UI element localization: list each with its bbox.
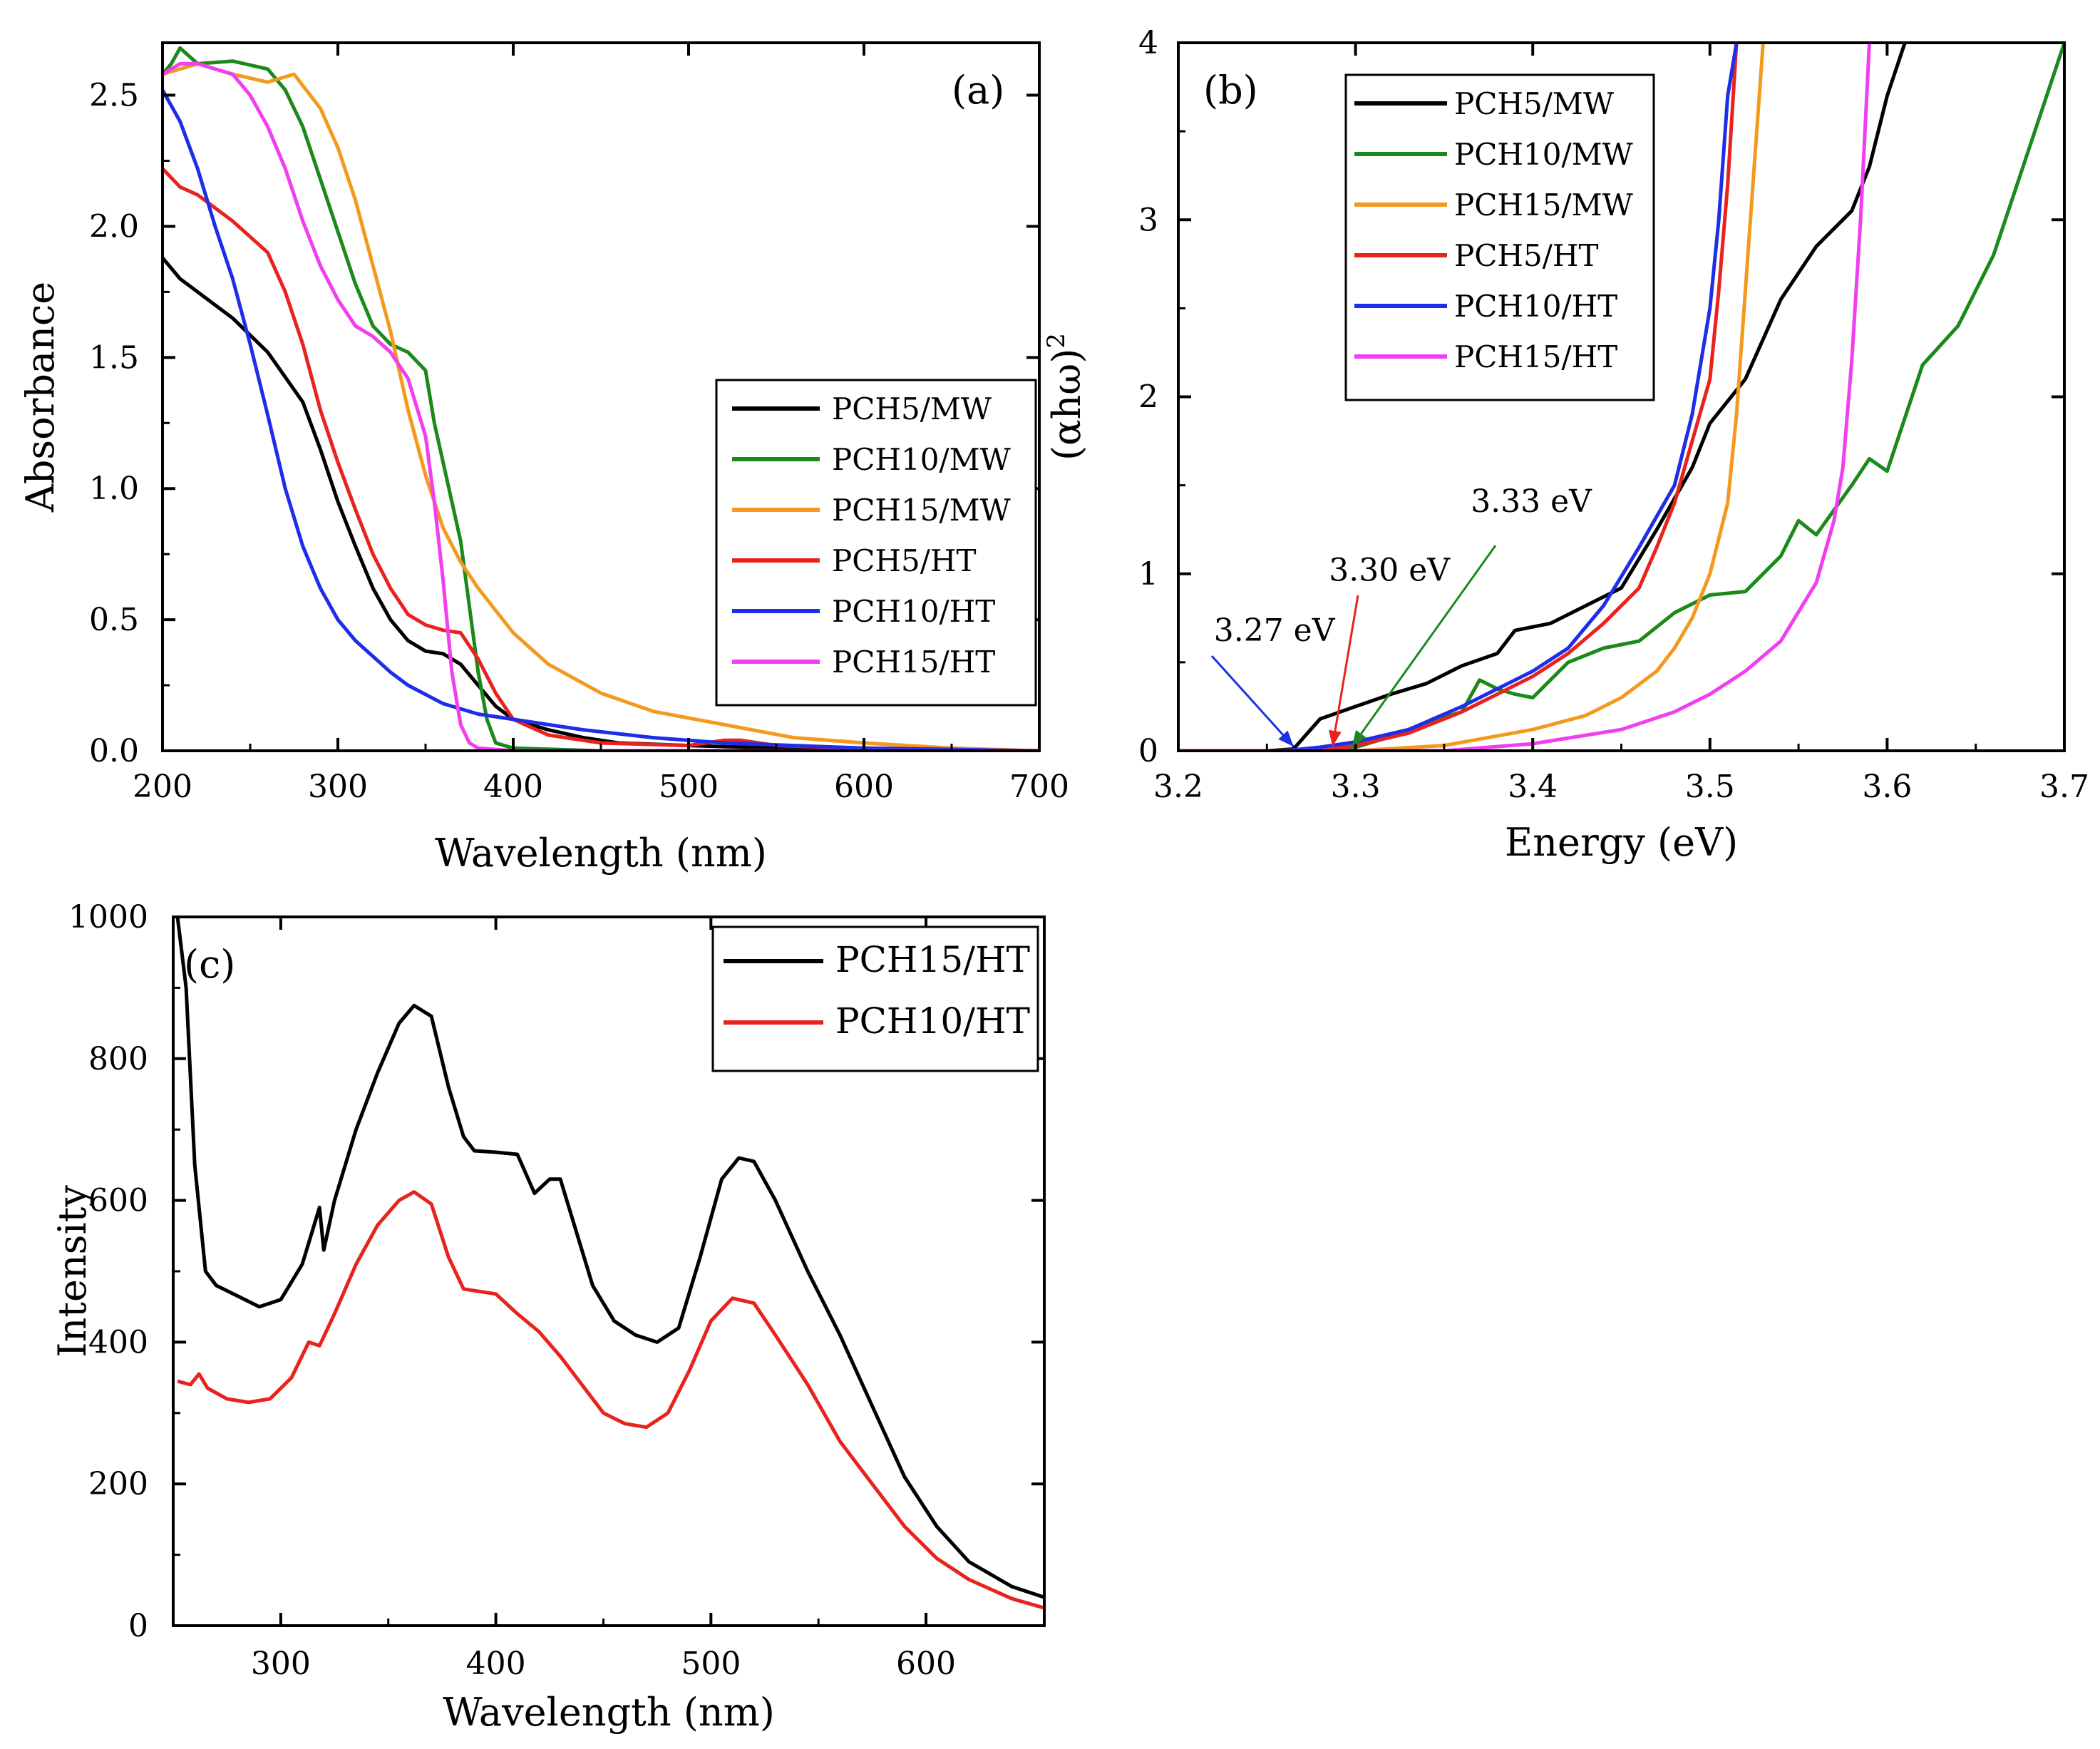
x-tick-label: 400	[466, 1646, 526, 1682]
x-tick-label: 3.2	[1153, 769, 1203, 805]
legend-label: PCH10/MW	[832, 442, 1012, 477]
legend-box	[715, 379, 1037, 707]
x-tick-label: 3.3	[1331, 769, 1381, 805]
series-line-pch10-ht	[177, 1190, 1044, 1610]
y-axis-label-superscript: 2	[1042, 333, 1071, 349]
y-tick-label: 1.5	[89, 339, 139, 376]
legend-label: PCH15/MW	[1454, 188, 1634, 222]
series-line-pch15-ht	[163, 61, 1039, 751]
x-tick-label: 700	[1009, 769, 1069, 805]
x-tick-label: 600	[896, 1646, 956, 1682]
legend: PCH5/MW PCH10/MW PCH15/MW PCH5/HT PCH10/HT PC…	[715, 379, 1037, 707]
y-tick-label: 4	[1138, 25, 1158, 61]
x-tick-label: 400	[483, 769, 543, 805]
x-tick-label: 500	[659, 769, 719, 805]
y-tick-label: 1	[1138, 556, 1158, 593]
y-tick-label: 3	[1138, 202, 1158, 238]
legend-label: PCH10/MW	[1454, 137, 1634, 172]
y-tick-label: 200	[88, 1466, 148, 1502]
y-tick-label: 2.0	[89, 208, 139, 245]
legend-label: PCH5/HT	[832, 543, 977, 578]
legend-label: PCH5/MW	[832, 391, 992, 426]
legend-label: PCH5/MW	[1454, 86, 1615, 121]
y-axis-label-text: Absorbance	[18, 282, 63, 513]
y-tick-label: 1000	[68, 899, 148, 935]
x-tick-label: 500	[681, 1646, 741, 1682]
panel-c: 300 400 500 600 0 200 400 600 800 1000 Wavelength …	[50, 899, 1046, 1735]
legend-label: PCH10/HT	[835, 1000, 1030, 1042]
legend-label: PCH10/HT	[832, 594, 995, 629]
x-tick-label: 200	[133, 769, 192, 805]
legend-box	[1344, 73, 1655, 401]
y-tick-label: 0	[128, 1608, 148, 1644]
y-axis-label: Intensity	[50, 1185, 95, 1358]
x-tick-label: 300	[251, 1646, 311, 1682]
panel-tag: (a)	[952, 68, 1004, 113]
y-tick-label: 0.5	[89, 602, 139, 638]
y-tick-label: 0	[1138, 733, 1158, 769]
series-line-pch15-ht	[175, 917, 1044, 1599]
panel-a: 200 300 400 500 600 700 0.0 0.5 1.0 1.5 2.0 2.5 Wave…	[18, 41, 1069, 876]
y-tick-label: 2.5	[89, 78, 139, 114]
y-tick-label: 2	[1138, 379, 1158, 416]
y-tick-label: 0.0	[89, 733, 139, 769]
series-line-pch10-ht	[163, 88, 1039, 751]
x-tick-label: 3.7	[2039, 769, 2089, 805]
series-group	[163, 46, 1039, 751]
panel-tag: (c)	[184, 942, 235, 987]
x-axis-label: Wavelength (nm)	[443, 1690, 775, 1735]
legend-label: PCH15/HT	[1454, 339, 1617, 374]
y-axis-label-text: (αhω)	[1044, 349, 1089, 461]
x-tick-label: 3.5	[1685, 769, 1735, 805]
series-group	[175, 917, 1044, 1610]
annotation-arrow-line	[1331, 595, 1359, 747]
x-tick-label: 600	[834, 769, 894, 805]
annotation-label: 3.27 eV	[1214, 612, 1336, 649]
annotation-arrow-line	[1351, 545, 1497, 747]
x-axis-label: Wavelength (nm)	[435, 831, 767, 876]
x-tick-label: 300	[308, 769, 368, 805]
x-tick-label: 3.4	[1508, 769, 1558, 805]
x-tick-label: 3.6	[1862, 769, 1912, 805]
series-line-pch5-ht	[1178, 43, 1739, 751]
annotation-arrow-head	[1352, 729, 1366, 747]
legend-label: PCH15/HT	[835, 939, 1030, 980]
y-tick-label: 400	[88, 1324, 148, 1360]
panel-tag: (b)	[1203, 68, 1258, 113]
series-line-pch10-mw	[1178, 43, 2064, 751]
x-axis-label: Energy (eV)	[1505, 820, 1738, 865]
series-group	[1178, 43, 2064, 751]
legend-box	[711, 925, 1039, 1072]
series-line-pch15-mw	[1178, 43, 1765, 751]
legend: PCH15/HT PCH10/HT	[711, 925, 1039, 1072]
y-tick-label: 800	[88, 1041, 148, 1077]
y-tick-label: 1.0	[89, 471, 139, 507]
legend-label: PCH15/MW	[832, 493, 1012, 528]
series-line-pch10-mw	[163, 46, 1039, 751]
y-axis-label-text: Intensity	[50, 1185, 95, 1358]
annotation-arrow-line	[1210, 655, 1295, 748]
annotation-arrow-head	[1329, 729, 1342, 747]
series-line-pch5-mw	[1178, 43, 1907, 751]
annotation-arrow-head	[1278, 730, 1294, 747]
y-axis-label: (αhω)2	[1042, 333, 1089, 461]
series-line-pch10-ht	[1178, 43, 1739, 751]
series-line-pch15-ht	[1178, 43, 1871, 751]
legend-label: PCH15/HT	[832, 645, 995, 679]
annotation-label: 3.33 eV	[1471, 483, 1592, 520]
legend: PCH5/MW PCH10/MW PCH15/MW PCH5/HT PCH10/HT PC…	[1344, 73, 1655, 401]
annotation-label: 3.30 eV	[1329, 553, 1451, 589]
legend-label: PCH5/HT	[1454, 238, 1599, 273]
y-tick-label: 600	[88, 1183, 148, 1219]
y-axis-label: Absorbance	[18, 282, 63, 513]
legend-label: PCH10/HT	[1454, 289, 1617, 324]
